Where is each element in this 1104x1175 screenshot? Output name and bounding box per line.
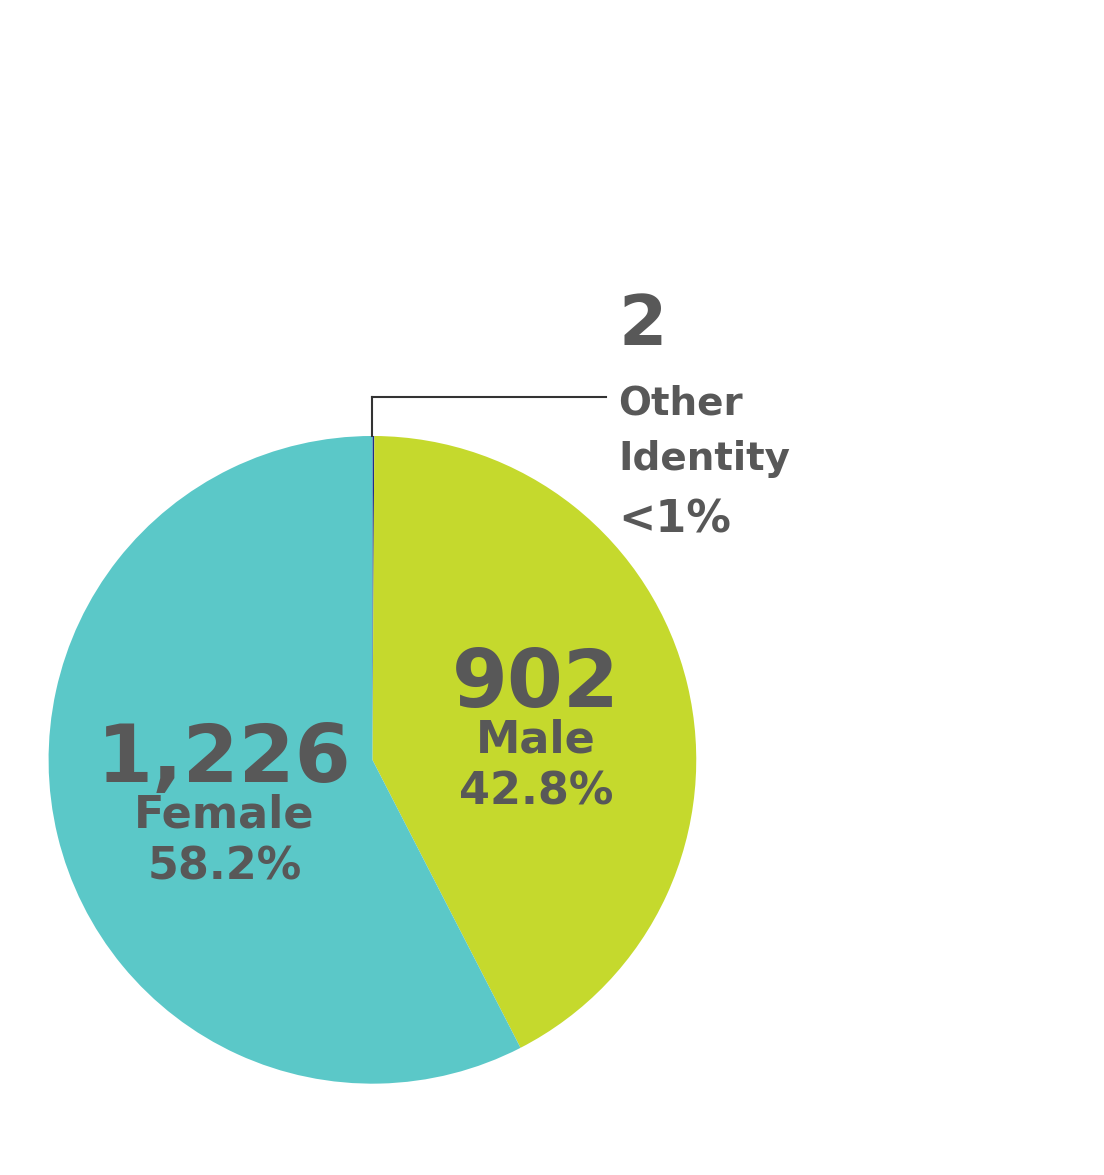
Text: 42.8%: 42.8% xyxy=(459,771,614,813)
Text: Male: Male xyxy=(476,719,596,761)
Text: Female: Female xyxy=(135,793,315,837)
Text: Other: Other xyxy=(618,384,743,423)
Wedge shape xyxy=(372,436,697,1048)
Text: 2: 2 xyxy=(618,293,667,360)
Text: Identity: Identity xyxy=(618,439,790,478)
Text: 58.2%: 58.2% xyxy=(147,845,301,888)
Wedge shape xyxy=(372,436,374,760)
Text: <1%: <1% xyxy=(618,498,732,542)
Text: 902: 902 xyxy=(453,646,620,724)
Text: 1,226: 1,226 xyxy=(97,721,352,799)
Wedge shape xyxy=(49,436,520,1083)
